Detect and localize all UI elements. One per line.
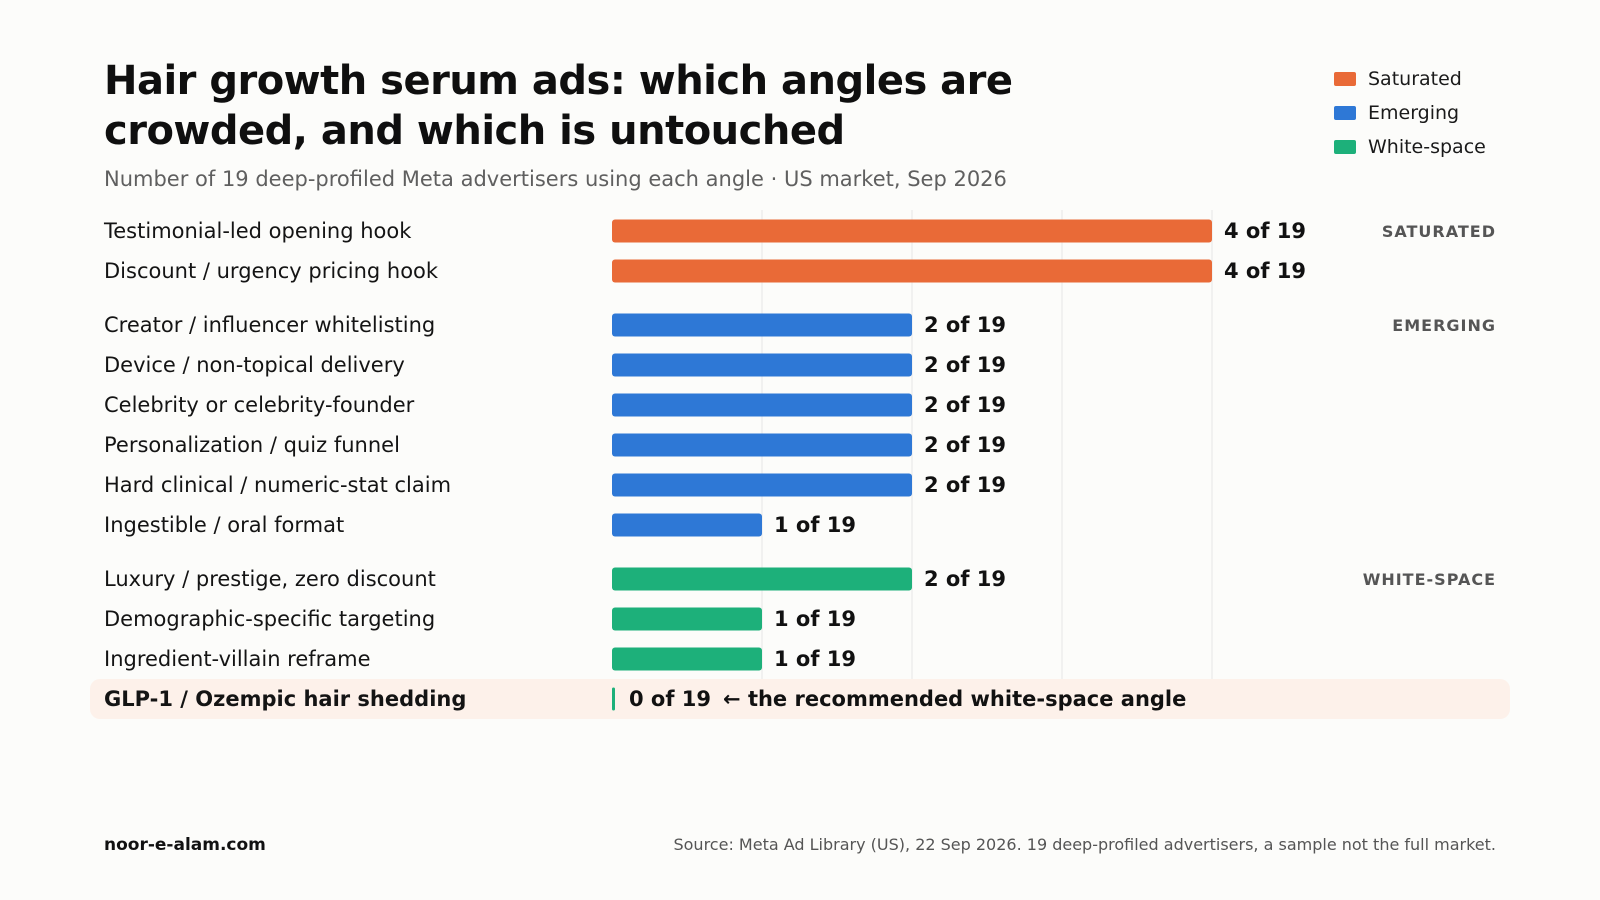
- group-label-emerging: EMERGING: [1392, 316, 1496, 335]
- legend-label-white-space: White-space: [1368, 136, 1486, 158]
- bar: [612, 353, 912, 377]
- category-label: Luxury / prestige, zero discount: [104, 567, 436, 591]
- value-label: 2 of 19: [924, 393, 1006, 417]
- legend-label-saturated: Saturated: [1368, 68, 1462, 90]
- value-label: 1 of 19: [774, 647, 856, 671]
- bar: [612, 313, 912, 337]
- legend-item-white-space: White-space: [1334, 130, 1486, 164]
- legend-swatch-saturated: [1334, 72, 1356, 86]
- category-label: Personalization / quiz funnel: [104, 433, 400, 457]
- value-label: 2 of 19: [924, 313, 1006, 337]
- bar: [612, 473, 912, 497]
- category-label: Discount / urgency pricing hook: [104, 259, 439, 283]
- value-label: 2 of 19: [924, 353, 1006, 377]
- bar: [612, 513, 762, 537]
- bar: [612, 607, 762, 631]
- value-label: 2 of 19: [924, 433, 1006, 457]
- bar: [612, 687, 615, 711]
- bar: [612, 647, 762, 671]
- category-label: Creator / influencer whitelisting: [104, 313, 435, 337]
- value-label: 1 of 19: [774, 607, 856, 631]
- bar: [612, 219, 1212, 243]
- category-label: Celebrity or celebrity-founder: [104, 393, 415, 417]
- category-label: Ingestible / oral format: [104, 513, 344, 537]
- value-label: 1 of 19: [774, 513, 856, 537]
- value-label: 4 of 19: [1224, 219, 1306, 243]
- legend-swatch-white-space: [1334, 140, 1356, 154]
- footer-site: noor-e-alam.com: [104, 835, 266, 855]
- legend-item-emerging: Emerging: [1334, 96, 1486, 130]
- highlight-row-background: [90, 679, 1510, 719]
- group-label-white-space: WHITE-SPACE: [1363, 570, 1496, 589]
- value-label: 2 of 19: [924, 473, 1006, 497]
- chart-title: Hair growth serum ads: which angles are …: [104, 58, 1013, 154]
- category-label: Hard clinical / numeric-stat claim: [104, 473, 451, 497]
- category-label: Testimonial-led opening hook: [103, 219, 412, 243]
- value-label: 4 of 19: [1224, 259, 1306, 283]
- legend-item-saturated: Saturated: [1334, 62, 1486, 96]
- value-label: 2 of 19: [924, 567, 1006, 591]
- bar: [612, 433, 912, 457]
- legend: Saturated Emerging White-space: [1334, 62, 1486, 164]
- category-label: GLP-1 / Ozempic hair shedding: [104, 687, 466, 711]
- chart-subtitle: Number of 19 deep-profiled Meta advertis…: [104, 167, 1007, 191]
- footer-source: Source: Meta Ad Library (US), 22 Sep 202…: [673, 835, 1496, 854]
- value-label: 0 of 19: [629, 687, 711, 711]
- group-label-saturated: SATURATED: [1382, 222, 1496, 241]
- legend-swatch-emerging: [1334, 106, 1356, 120]
- annotation-label: ← the recommended white-space angle: [723, 687, 1186, 711]
- bar: [612, 259, 1212, 283]
- category-label: Demographic-specific targeting: [104, 607, 435, 631]
- bar: [612, 567, 912, 591]
- category-label: Device / non-topical delivery: [104, 353, 405, 377]
- bar: [612, 393, 912, 417]
- legend-label-emerging: Emerging: [1368, 102, 1460, 124]
- category-label: Ingredient-villain reframe: [104, 647, 371, 671]
